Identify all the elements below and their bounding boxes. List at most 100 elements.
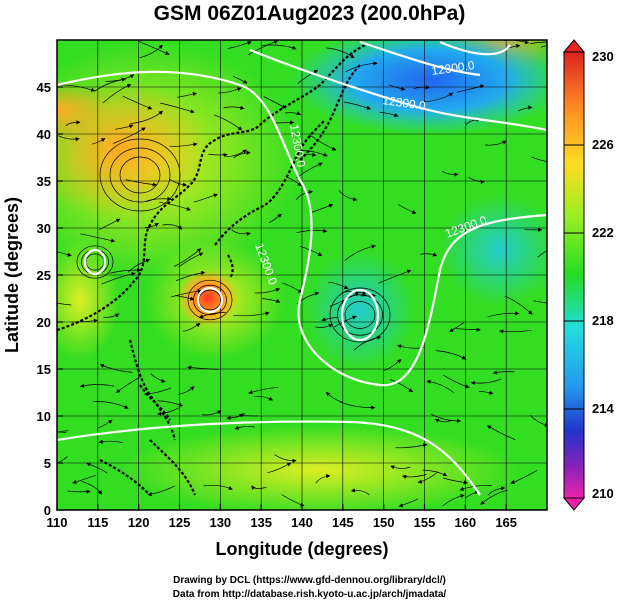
streamline (125, 179, 157, 187)
streamline (268, 213, 282, 223)
streamline (537, 250, 547, 258)
streamline (174, 295, 195, 301)
vortex-streamline (193, 284, 227, 316)
streamline (201, 410, 222, 416)
y-axis-title: Latitude (degrees) (2, 197, 22, 353)
streamline (421, 92, 454, 103)
streamline (328, 281, 349, 289)
x-tick-label: 145 (332, 515, 354, 530)
streamline (238, 413, 259, 418)
streamline (93, 401, 129, 409)
x-axis-title: Longitude (degrees) (215, 539, 388, 559)
streamline (441, 170, 459, 177)
streamline (157, 400, 184, 407)
streamline (81, 481, 103, 495)
streamline (282, 282, 303, 294)
streamline (456, 327, 481, 332)
streamline (57, 430, 69, 433)
colorbar-label: 226 (592, 137, 614, 152)
streamline (315, 324, 333, 328)
streamline (443, 477, 468, 485)
streamline (430, 413, 462, 424)
x-axis: 110 115 120 125 130 135 140 145 150 155 160 165 (47, 504, 517, 530)
streamline (487, 311, 520, 318)
streamline (434, 418, 452, 423)
colorbar-label: 218 (592, 313, 614, 328)
streamline (505, 295, 533, 315)
streamline (80, 233, 116, 243)
streamline (378, 269, 412, 284)
colorbar-label: 210 (592, 486, 614, 501)
x-tick-label: 165 (495, 515, 517, 530)
streamline (99, 364, 133, 373)
streamline (187, 365, 219, 370)
streamline (485, 140, 507, 146)
streamline (248, 386, 279, 395)
x-tick-label: 150 (373, 515, 395, 530)
streamline (422, 469, 448, 477)
streamline (67, 489, 91, 494)
streamline (234, 425, 255, 430)
streamline (379, 112, 399, 117)
streamline (59, 84, 96, 92)
streamline (150, 373, 166, 383)
streamline (226, 412, 246, 421)
streamline (287, 176, 302, 187)
streamline (113, 127, 146, 144)
streamline (395, 443, 428, 449)
streamline (413, 85, 430, 90)
y-tick-label: 10 (37, 409, 51, 424)
streamline (182, 322, 201, 332)
y-tick-label: 45 (37, 80, 51, 95)
streamline (159, 201, 191, 211)
streamline (144, 222, 160, 228)
streamline (533, 300, 547, 304)
streamline (198, 312, 226, 319)
x-tick-label: 140 (291, 515, 313, 530)
streamline (296, 189, 313, 201)
streamline (157, 406, 181, 416)
streamline (103, 313, 120, 318)
x-tick-label: 120 (128, 515, 150, 530)
streamline (80, 383, 115, 388)
streamline (193, 193, 218, 203)
streamline (344, 244, 376, 261)
x-tick-label: 110 (47, 515, 68, 530)
streamline (510, 470, 538, 484)
y-tick-label: 25 (37, 268, 51, 283)
streamline (350, 488, 370, 495)
colorbar: 230 226 222 218 214 210 (562, 39, 614, 511)
streamline (420, 252, 438, 257)
streamline (169, 178, 188, 187)
x-tick-label: 160 (454, 515, 476, 530)
vortex-streamline (329, 287, 391, 343)
streamline (173, 248, 202, 267)
streamline (91, 138, 106, 145)
chart-title: GSM 06Z01Aug2023 (200.0hPa) (153, 2, 466, 25)
streamline (160, 102, 195, 114)
streamline (72, 474, 97, 484)
streamline (218, 87, 242, 94)
y-tick-label: 15 (37, 362, 51, 377)
streamline (442, 493, 465, 507)
streamline (402, 474, 427, 479)
streamline (57, 431, 67, 433)
contour-label: 12300.0 (382, 93, 427, 113)
x-tick-label: 135 (250, 515, 272, 530)
colorbar-scale (563, 51, 585, 499)
streamline (457, 84, 485, 93)
streamline (253, 395, 274, 401)
streamline (310, 203, 334, 213)
streamline (177, 92, 198, 98)
x-tick-label: 155 (414, 515, 436, 530)
vortex-streamline (109, 147, 171, 203)
streamline (65, 120, 81, 127)
x-tick-label: 115 (87, 515, 108, 530)
streamline (487, 486, 506, 496)
streamline (321, 317, 338, 322)
streamline (273, 120, 295, 125)
streamline (262, 44, 297, 50)
colorbar-bottom-arrow (562, 497, 586, 511)
streamline (435, 350, 467, 360)
